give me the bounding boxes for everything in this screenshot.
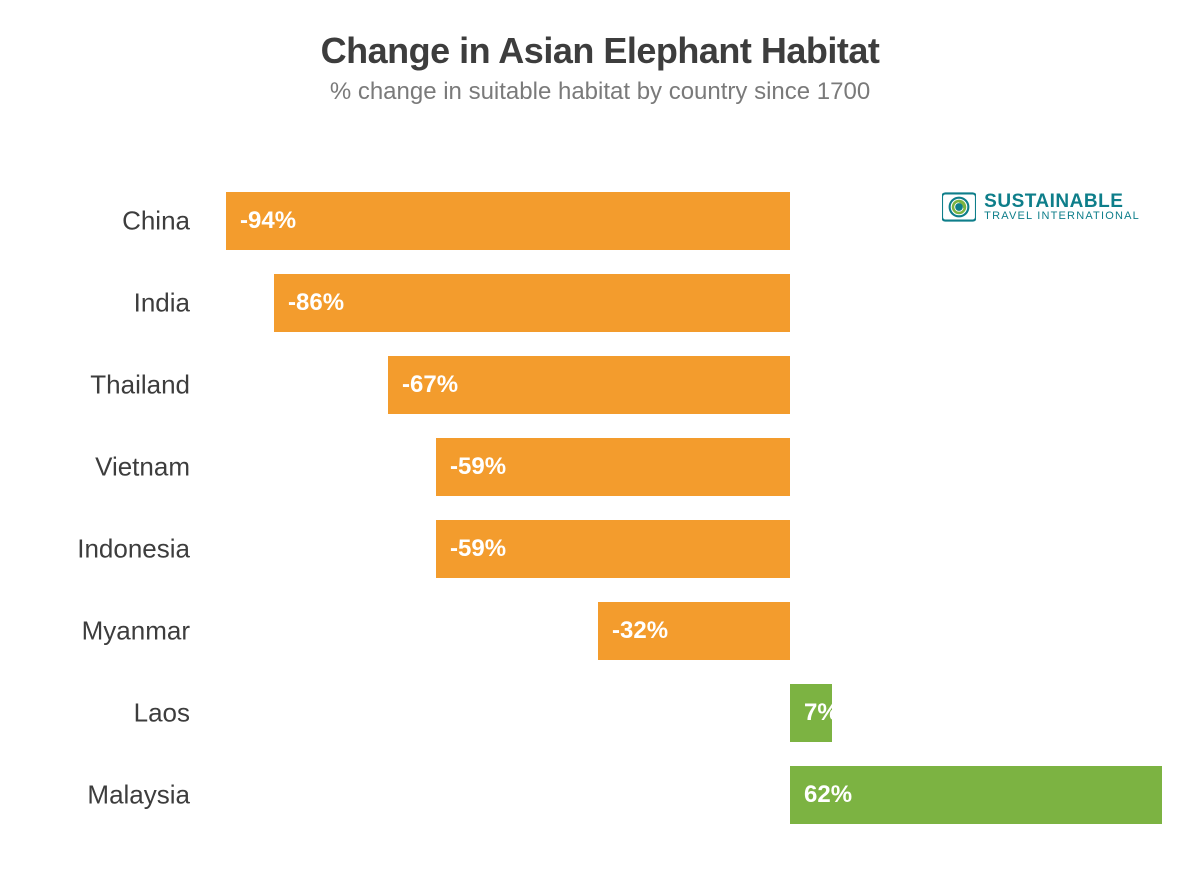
bar-value-label: 7% [790, 699, 839, 727]
country-label: China [0, 206, 190, 237]
bar-negative: -86% [274, 274, 790, 332]
bar-value-label: -32% [598, 617, 668, 645]
chart-row: India -86% [0, 262, 1200, 344]
chart-row: Vietnam -59% [0, 426, 1200, 508]
chart-row: Laos 7% [0, 672, 1200, 754]
bar-negative: -94% [226, 192, 790, 250]
chart-row: Malaysia 62% [0, 754, 1200, 836]
country-label: India [0, 288, 190, 319]
bar-value-label: -59% [436, 453, 506, 481]
country-label: Indonesia [0, 534, 190, 565]
bar-chart: China -94% India -86% Thailand -67% Vietnam -59… [0, 180, 1200, 860]
country-label: Malaysia [0, 780, 190, 811]
bar-positive: 62% [790, 766, 1162, 824]
chart-subtitle: % change in suitable habitat by country … [0, 78, 1200, 106]
bar-value-label: -86% [274, 289, 344, 317]
bar-negative: -59% [436, 520, 790, 578]
bar-value-label: -59% [436, 535, 506, 563]
bar-value-label: -67% [388, 371, 458, 399]
chart-row: Thailand -67% [0, 344, 1200, 426]
bar-positive: 7% [790, 684, 832, 742]
chart-row: Indonesia -59% [0, 508, 1200, 590]
chart-row: Myanmar -32% [0, 590, 1200, 672]
bar-value-label: -94% [226, 207, 296, 235]
bar-negative: -59% [436, 438, 790, 496]
bar-negative: -67% [388, 356, 790, 414]
chart-row: China -94% [0, 180, 1200, 262]
country-label: Laos [0, 698, 190, 729]
chart-title: Change in Asian Elephant Habitat [0, 30, 1200, 72]
country-label: Vietnam [0, 452, 190, 483]
country-label: Thailand [0, 370, 190, 401]
bar-negative: -32% [598, 602, 790, 660]
country-label: Myanmar [0, 616, 190, 647]
bar-value-label: 62% [790, 781, 852, 809]
